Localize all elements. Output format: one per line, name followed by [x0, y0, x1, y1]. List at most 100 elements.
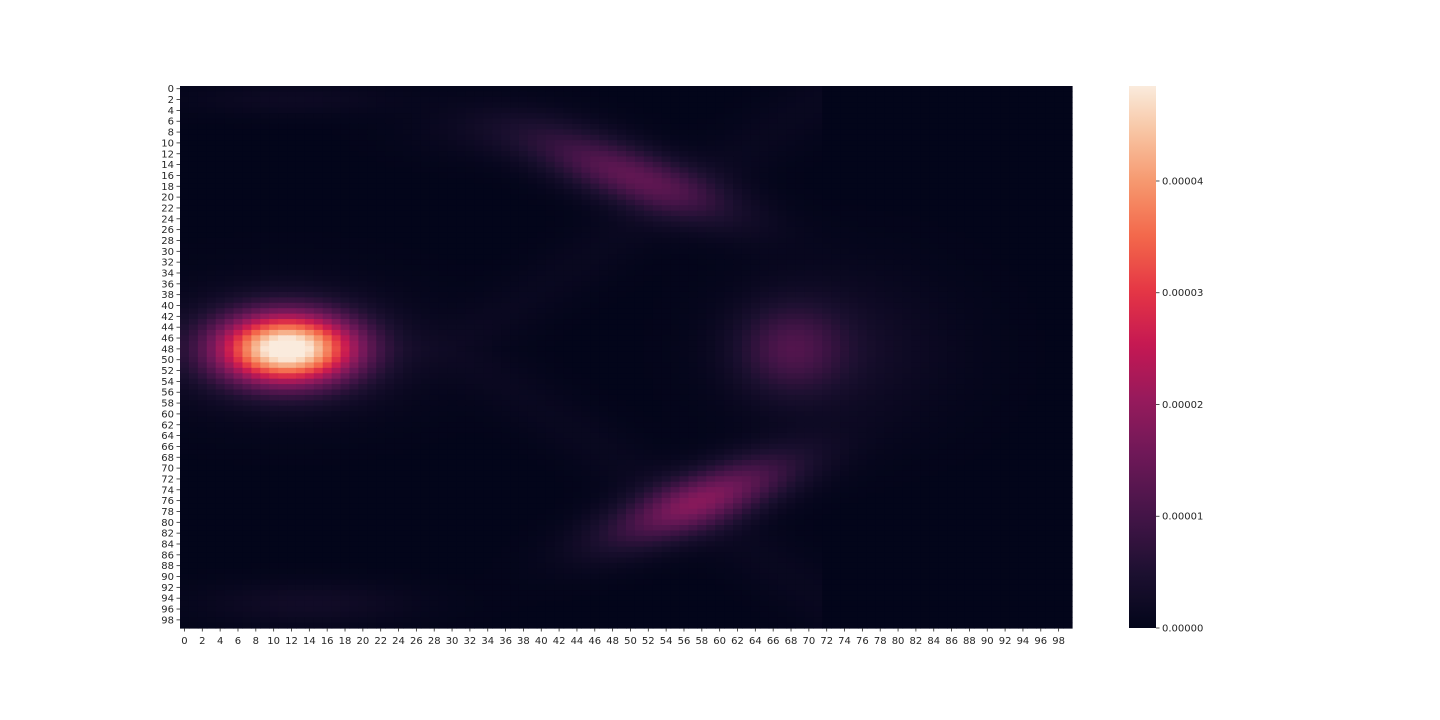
heatmap-cell [331, 194, 342, 201]
heatmap-cell [403, 123, 413, 130]
heatmap-cell [536, 118, 547, 125]
heatmap-cell [608, 199, 618, 206]
heatmap-cell [1036, 129, 1046, 136]
heatmap-cell [224, 210, 235, 217]
heatmap-cell [626, 254, 636, 261]
heatmap-cell [269, 248, 279, 255]
heatmap-cell [634, 243, 645, 250]
heatmap-cell [251, 270, 261, 277]
heatmap-cell [661, 335, 672, 342]
heatmap-cell [1018, 107, 1028, 114]
heatmap-cell [750, 123, 761, 130]
heatmap-cell [706, 199, 716, 206]
heatmap-cell [1009, 118, 1020, 125]
heatmap-cell [964, 96, 975, 103]
heatmap-cell [741, 145, 752, 152]
heatmap-cell [394, 96, 404, 103]
heatmap-cell [501, 161, 511, 168]
heatmap-cell [1000, 313, 1011, 320]
heatmap-cell [260, 270, 270, 277]
heatmap-cell [929, 199, 939, 206]
heatmap-cell [581, 183, 591, 190]
heatmap-cell [295, 210, 306, 217]
heatmap-cell [376, 264, 386, 271]
heatmap-cell [724, 118, 734, 125]
heatmap-cell [242, 194, 252, 201]
heatmap-cell [233, 86, 244, 93]
heatmap-cell [1054, 270, 1064, 277]
heatmap-cell [902, 319, 913, 326]
heatmap-cell [831, 161, 841, 168]
heatmap-cell [964, 188, 975, 195]
heatmap-cell [1018, 178, 1028, 185]
heatmap-cell [510, 329, 520, 336]
heatmap-cell [260, 232, 270, 239]
heatmap-cell [260, 194, 270, 201]
heatmap-cell [1036, 329, 1046, 336]
heatmap-cell [599, 205, 609, 212]
heatmap-cell [741, 329, 752, 336]
heatmap-cell [679, 324, 690, 331]
heatmap-cell [429, 335, 440, 342]
heatmap-cell [929, 335, 939, 342]
heatmap-cell [741, 281, 752, 288]
heatmap-cell [929, 107, 939, 114]
heatmap-cell [661, 129, 672, 136]
heatmap-cell [893, 226, 904, 233]
heatmap-cell [1018, 91, 1028, 98]
heatmap-cell [438, 286, 449, 293]
heatmap-cell [822, 91, 832, 98]
heatmap-cell [608, 161, 618, 168]
heatmap-cell [1000, 319, 1011, 326]
heatmap-cell [741, 167, 752, 174]
heatmap-cell [322, 329, 333, 336]
heatmap-cell [251, 145, 261, 152]
heatmap-cell [429, 291, 440, 298]
heatmap-cell [715, 156, 725, 163]
heatmap-cell [1009, 151, 1020, 158]
heatmap-cell [875, 270, 886, 277]
heatmap-cell [679, 313, 690, 320]
heatmap-cell [964, 102, 975, 109]
heatmap-cell [242, 167, 252, 174]
heatmap-cell [322, 313, 333, 320]
heatmap-cell [893, 291, 904, 298]
heatmap-cell [331, 86, 342, 93]
heatmap-cell [750, 237, 761, 244]
heatmap-cell [964, 156, 975, 163]
heatmap-cell [840, 183, 850, 190]
heatmap-cell [536, 145, 547, 152]
heatmap-cell [813, 324, 823, 331]
heatmap-cell [180, 91, 190, 98]
heatmap-cell [304, 254, 315, 261]
heatmap-cell [510, 275, 520, 282]
heatmap-cell [501, 194, 511, 201]
heatmap-cell [849, 243, 859, 250]
heatmap-cell [581, 308, 591, 315]
heatmap-cell [857, 313, 868, 320]
heatmap-cell [804, 254, 814, 261]
heatmap-cell [652, 264, 663, 271]
heatmap-cell [973, 340, 984, 347]
heatmap-cell [741, 188, 752, 195]
heatmap-cell [483, 291, 493, 298]
heatmap-cell [956, 86, 966, 93]
heatmap-cell [536, 194, 547, 201]
heatmap-cell [197, 123, 208, 130]
heatmap-cell [1063, 129, 1073, 136]
heatmap-cell [697, 264, 707, 271]
heatmap-cell [1054, 178, 1064, 185]
heatmap-cell [679, 96, 690, 103]
heatmap-cell [447, 216, 458, 223]
heatmap-cell [260, 123, 270, 130]
heatmap-cell [590, 96, 600, 103]
heatmap-cell [884, 232, 895, 239]
heatmap-cell [474, 302, 484, 309]
heatmap-cell [759, 226, 770, 233]
heatmap-cell [581, 259, 591, 266]
heatmap-cell [750, 308, 761, 315]
heatmap-cell [295, 232, 306, 239]
heatmap-cell [670, 351, 681, 358]
heatmap-cell [813, 275, 823, 282]
heatmap-cell [929, 216, 939, 223]
